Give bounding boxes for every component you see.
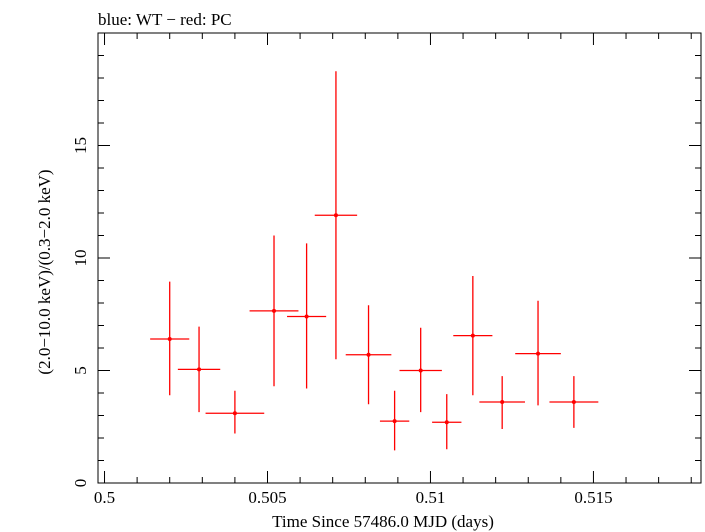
data-point: [432, 394, 462, 450]
data-point: [549, 376, 599, 428]
x-tick-label: 0.515: [574, 488, 612, 507]
data-point: [379, 390, 410, 451]
point-marker: [366, 352, 371, 357]
data-point: [345, 305, 392, 405]
data-point: [205, 390, 265, 434]
chart-title: blue: WT − red: PC: [98, 10, 232, 29]
x-axis-label: Time Since 57486.0 MJD (days): [272, 512, 494, 531]
point-marker: [304, 314, 309, 319]
data-point: [479, 376, 525, 429]
point-marker: [232, 411, 237, 416]
data-point: [177, 326, 221, 413]
data-point: [314, 71, 358, 360]
point-marker: [571, 400, 576, 404]
x-tick-label: 0.51: [416, 488, 446, 507]
point-marker: [536, 351, 541, 356]
data-points: [150, 71, 599, 451]
data-point: [287, 243, 327, 389]
y-axis-label: (2.0−10.0 keV)/(0.3−2.0 keV): [35, 169, 54, 374]
data-point: [453, 276, 493, 396]
point-marker: [418, 368, 423, 373]
point-marker: [500, 400, 505, 404]
point-marker: [197, 367, 202, 372]
point-marker: [272, 308, 277, 313]
y-axis: 0 5 10 15: [71, 55, 701, 488]
point-marker: [333, 213, 338, 218]
y-tick-label: 15: [71, 137, 90, 154]
point-marker: [444, 420, 449, 425]
x-axis: 0.5 0.505 0.51 0.515: [94, 33, 692, 507]
data-point: [515, 300, 561, 406]
x-tick-label: 0.505: [248, 488, 286, 507]
plot-frame: [97, 32, 702, 484]
point-marker: [470, 333, 475, 338]
point-marker: [392, 419, 397, 424]
point-marker: [167, 337, 172, 341]
y-tick-label: 5: [71, 366, 90, 375]
data-point: [399, 327, 442, 413]
y-tick-label: 0: [71, 479, 90, 488]
y-tick-label: 10: [71, 250, 90, 267]
data-point: [150, 281, 190, 396]
x-tick-label: 0.5: [94, 488, 115, 507]
data-point: [249, 235, 299, 387]
